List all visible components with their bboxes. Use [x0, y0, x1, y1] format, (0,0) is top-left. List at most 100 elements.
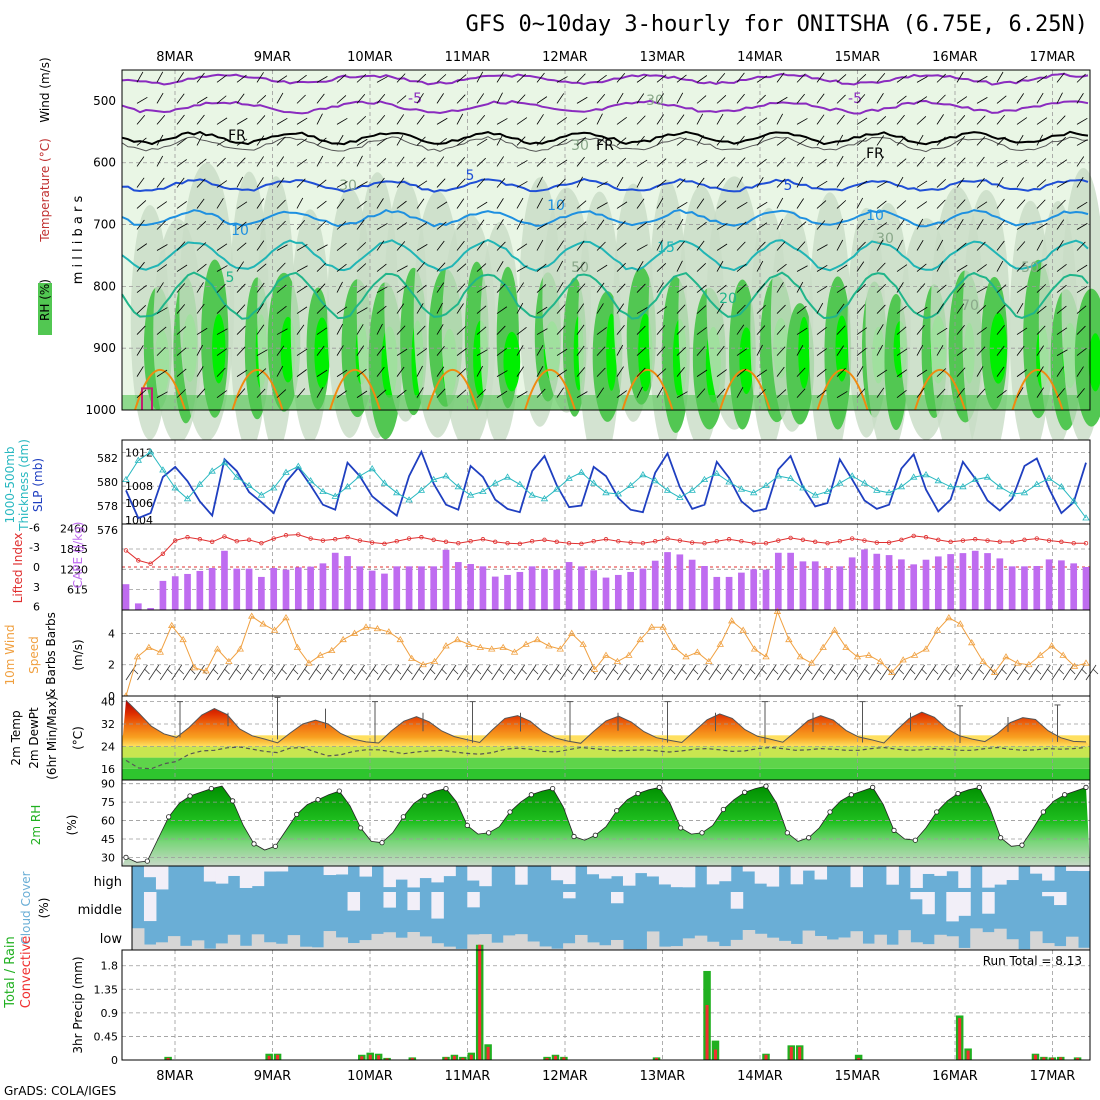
wind-barb-10m	[285, 664, 297, 681]
cloud-gap-high	[263, 866, 277, 872]
precip-convective-bar	[166, 1057, 170, 1060]
wind-barb	[716, 113, 724, 125]
lifted-index-marker	[849, 536, 855, 541]
wind-barb	[336, 198, 345, 209]
thickness-marker	[725, 478, 733, 485]
cloud-low-bar	[790, 943, 804, 950]
cape-bar	[159, 580, 167, 610]
wind-barb	[536, 157, 546, 167]
wind-barb	[916, 369, 928, 377]
wind-speed-marker	[225, 657, 233, 664]
temp-contour-25	[524, 368, 576, 411]
cape-bar	[861, 549, 868, 610]
wind-barb	[176, 159, 187, 167]
wind-barb	[316, 93, 325, 104]
wind-barb	[796, 138, 808, 146]
cloud-gap-high	[850, 866, 863, 888]
wind-barb-10m	[612, 668, 619, 675]
cloud-low-bar	[491, 942, 504, 950]
cloud-gap-high	[706, 866, 720, 885]
wind-barb	[216, 219, 225, 230]
wind-barb	[836, 155, 844, 167]
wind-barb	[156, 264, 168, 272]
wind-barb	[136, 114, 146, 125]
wind-barb	[936, 73, 946, 83]
wind-barb	[856, 327, 868, 335]
cloud-gap-high	[239, 866, 253, 888]
chart-title: GFS 0~10day 3-hourly for ONITSHA (6.75E,…	[465, 12, 1088, 37]
lifted-index-marker	[862, 538, 867, 543]
wind-barb	[996, 260, 1004, 272]
wind-barb	[636, 198, 645, 209]
wind-speed-marker	[1036, 651, 1044, 658]
wind-barb	[796, 388, 806, 398]
cape-bar	[331, 552, 339, 610]
cape-tick: 1845	[60, 543, 88, 556]
wind-barb	[916, 76, 928, 83]
wind-barb	[196, 366, 204, 377]
wind-barb-10m	[754, 664, 765, 681]
wind-barb	[936, 327, 948, 335]
wind-barb	[636, 176, 643, 188]
lifted-index-marker	[591, 539, 596, 544]
wind-barb	[336, 345, 344, 356]
lifted-index-marker	[665, 536, 670, 541]
lifted-index-marker	[1071, 540, 1076, 546]
wind-barb	[736, 115, 746, 125]
wind-barb	[256, 72, 264, 83]
lifted-index-marker	[493, 539, 498, 545]
wind-barb	[136, 177, 145, 188]
wind-barb	[136, 305, 147, 314]
rh-marker	[528, 792, 534, 798]
wind-barb	[316, 113, 323, 125]
pressure-tick: 900	[93, 341, 116, 355]
thickness-marker	[553, 485, 561, 492]
wind-barb	[616, 324, 625, 335]
cloud-gap-high	[419, 866, 432, 879]
lifted-index-marker	[136, 558, 141, 563]
wind-speed-marker	[419, 660, 427, 668]
wind-barb	[416, 93, 424, 104]
wind-barb	[476, 285, 488, 293]
wind-speed-marker	[476, 643, 484, 650]
thickness-marker	[749, 489, 758, 496]
contour-label: 50	[1021, 260, 1039, 276]
wind-barb	[256, 135, 265, 146]
cloud-low-bar	[1078, 947, 1091, 950]
rh-marker	[464, 822, 470, 829]
wind-barb	[296, 306, 308, 314]
wind-barb	[896, 219, 905, 230]
cloud-gap-high	[551, 866, 564, 881]
wind-barb	[256, 95, 267, 104]
wind-barb	[996, 177, 1004, 188]
wind-barb-10m	[262, 664, 274, 681]
wind-barb	[1056, 327, 1068, 335]
label-cape: CAPE (J/kg)	[71, 522, 85, 589]
thickness-marker	[873, 486, 881, 493]
wind-speed-marker	[533, 635, 542, 643]
wind-barb	[576, 262, 585, 272]
wind-barb-10m	[304, 668, 310, 675]
cape-tick: 615	[67, 584, 88, 597]
wind-barb	[436, 240, 445, 251]
wind-barb	[916, 324, 925, 335]
cloud-low-bar	[311, 947, 325, 950]
wind-barb	[556, 260, 564, 272]
label-temperature: Temperature (°C)	[38, 138, 52, 243]
slp-tick: 1008	[125, 480, 153, 493]
wind-barb	[996, 198, 1005, 209]
wind-speed-marker	[693, 648, 702, 655]
date-label-bottom: 10MAR	[347, 1069, 393, 1084]
wind-barb	[816, 244, 828, 251]
wind-barb-10m	[639, 664, 651, 681]
wind-barb	[1076, 223, 1088, 230]
cape-bar	[651, 560, 659, 610]
thickness-marker	[503, 473, 512, 480]
cloud-gap-high	[622, 866, 636, 886]
wind-barb	[816, 348, 827, 356]
wind-barb	[896, 136, 906, 146]
wind-tick: 4	[108, 627, 115, 640]
rh-tick: 90	[101, 778, 115, 791]
cloud-low-bar	[599, 945, 612, 950]
wind-barb	[636, 93, 645, 104]
